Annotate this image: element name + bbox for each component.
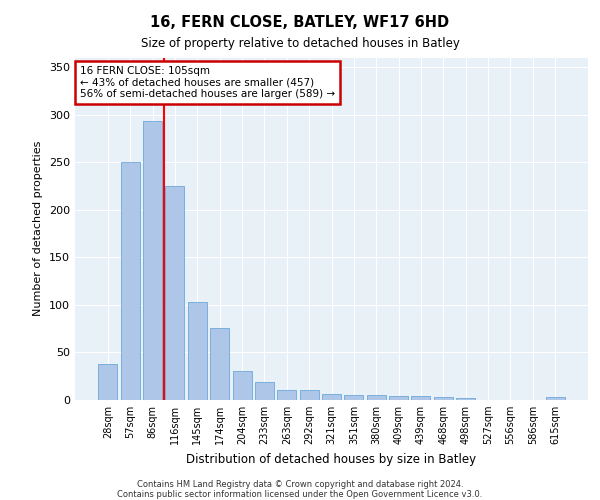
Bar — [389, 396, 408, 400]
Y-axis label: Number of detached properties: Number of detached properties — [34, 141, 43, 316]
Bar — [545, 397, 565, 400]
Bar — [210, 328, 229, 400]
Bar — [188, 302, 207, 400]
Text: Size of property relative to detached houses in Batley: Size of property relative to detached ho… — [140, 38, 460, 51]
Bar — [98, 364, 118, 400]
Bar — [277, 390, 296, 400]
Bar — [412, 396, 430, 400]
Bar — [344, 395, 364, 400]
Bar — [121, 162, 140, 400]
Bar — [367, 395, 386, 400]
Bar — [299, 390, 319, 400]
Text: 16 FERN CLOSE: 105sqm
← 43% of detached houses are smaller (457)
56% of semi-det: 16 FERN CLOSE: 105sqm ← 43% of detached … — [80, 66, 335, 100]
Bar — [143, 121, 162, 400]
Text: 16, FERN CLOSE, BATLEY, WF17 6HD: 16, FERN CLOSE, BATLEY, WF17 6HD — [151, 15, 449, 30]
X-axis label: Distribution of detached houses by size in Batley: Distribution of detached houses by size … — [187, 452, 476, 466]
Bar — [456, 398, 475, 400]
Bar — [255, 382, 274, 400]
Bar — [166, 186, 184, 400]
Bar — [322, 394, 341, 400]
Bar — [434, 397, 453, 400]
Text: Contains public sector information licensed under the Open Government Licence v3: Contains public sector information licen… — [118, 490, 482, 499]
Bar — [233, 372, 251, 400]
Text: Contains HM Land Registry data © Crown copyright and database right 2024.: Contains HM Land Registry data © Crown c… — [137, 480, 463, 489]
